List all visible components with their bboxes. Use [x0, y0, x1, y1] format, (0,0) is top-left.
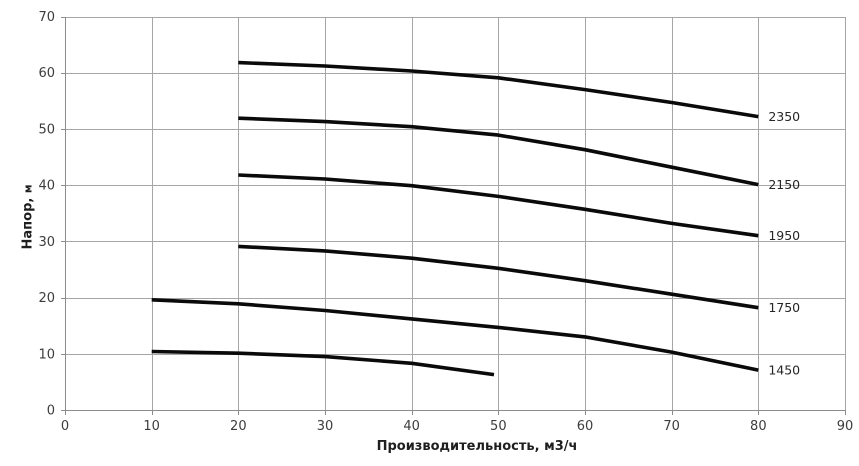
x-tick-label: 90	[837, 419, 854, 434]
x-tick-label: 60	[577, 419, 594, 434]
x-tick-label: 10	[143, 419, 160, 434]
curve-1750-label: 1750	[768, 300, 800, 315]
y-tick-label: 60	[38, 66, 55, 81]
x-tick-label: 70	[663, 419, 680, 434]
y-axis-title-text: Напор,	[20, 197, 36, 250]
x-tick-label: 50	[490, 419, 507, 434]
curve-1750	[238, 244, 759, 310]
curve-2350-label: 2350	[768, 109, 800, 124]
y-tick-label: 20	[38, 291, 55, 306]
y-axis-title: Напор, м	[21, 185, 36, 250]
curve-2150	[238, 116, 759, 187]
curve-unlabeled-bottom	[151, 349, 495, 377]
curve-1950-label: 1950	[768, 228, 800, 243]
axis-lines	[61, 17, 846, 415]
y-tick-label: 10	[38, 347, 55, 362]
curves	[151, 60, 759, 377]
x-tick-label: 30	[317, 419, 334, 434]
curve-1950	[238, 173, 759, 238]
x-tick-label: 20	[230, 419, 247, 434]
y-tick-label: 40	[38, 179, 55, 194]
curve-1450	[151, 298, 759, 372]
y-tick-label: 70	[38, 10, 55, 25]
curve-2350	[238, 60, 759, 119]
curve-labels: 2350 2150 1950 1750 1450	[768, 109, 800, 378]
curve-2150-label: 2150	[768, 177, 800, 192]
y-tick-label: 50	[38, 122, 55, 137]
x-tick-label: 80	[750, 419, 767, 434]
x-axis-title: Производительность, м3/ч	[376, 439, 578, 454]
y-axis-title-unit: м	[22, 184, 35, 194]
x-tick-label: 0	[61, 419, 69, 434]
y-tick-label: 0	[47, 404, 55, 419]
y-tick-labels: 0 10 20 30 40 50 60 70	[38, 10, 55, 419]
curve-1450-label: 1450	[768, 363, 800, 378]
x-tick-labels: 0 10 20 30 40 50 60 70 80 90	[61, 419, 853, 434]
y-tick-label: 30	[38, 235, 55, 250]
x-tick-label: 40	[403, 419, 420, 434]
